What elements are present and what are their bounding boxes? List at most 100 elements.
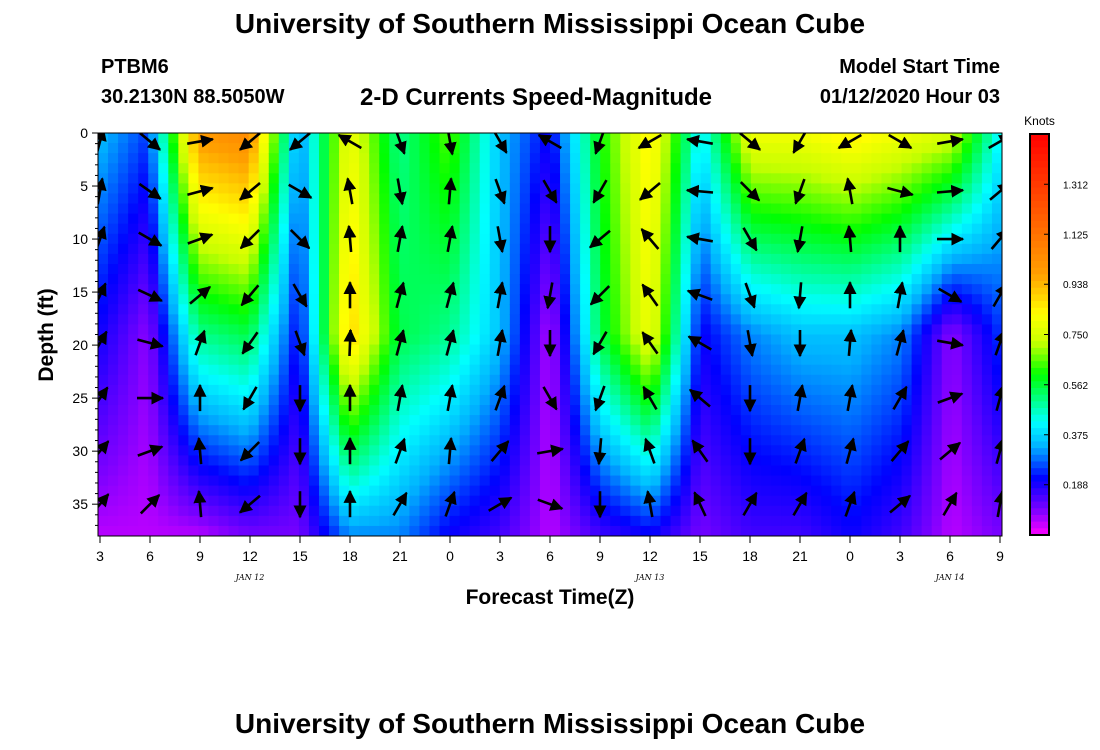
heatmap-cell — [730, 304, 742, 315]
heatmap-cell — [499, 364, 511, 376]
heatmap-cell — [821, 143, 832, 154]
heatmap-cell — [389, 143, 400, 154]
heatmap-cell — [811, 203, 822, 215]
heatmap-cell — [580, 465, 591, 477]
heatmap-cell — [459, 435, 471, 446]
heatmap-cell — [178, 364, 189, 376]
heatmap-cell — [991, 213, 1002, 225]
heatmap-cell — [138, 374, 149, 386]
current-vector — [292, 283, 308, 308]
colorbar-segment — [1030, 501, 1049, 509]
heatmap-cell — [580, 425, 591, 436]
heatmap-cell — [248, 364, 260, 376]
heatmap-cell — [770, 465, 782, 477]
heatmap-cell — [670, 435, 682, 446]
heatmap-cell — [108, 515, 119, 527]
heatmap-cell — [981, 133, 993, 144]
heatmap-cell — [248, 243, 260, 255]
heatmap-cell — [670, 284, 682, 295]
x-tick-label: 15 — [292, 548, 308, 564]
heatmap-cell — [730, 334, 742, 346]
heatmap-cell — [680, 415, 692, 426]
heatmap-cell — [389, 324, 400, 336]
heatmap-cell — [539, 263, 551, 275]
heatmap-cell — [258, 394, 270, 406]
heatmap-cell — [941, 374, 953, 386]
heatmap-cell — [931, 203, 943, 215]
heatmap-cell — [881, 203, 893, 215]
heatmap-cell — [680, 183, 692, 195]
heatmap-cell — [710, 193, 722, 205]
heatmap-cell — [961, 455, 973, 467]
heatmap-cell — [148, 284, 159, 295]
heatmap-cell — [248, 334, 260, 346]
heatmap-cell — [228, 173, 240, 184]
heatmap-cell — [921, 284, 933, 295]
heatmap-cell — [308, 364, 320, 376]
heatmap-cell — [841, 485, 852, 497]
heatmap-cell — [851, 415, 862, 426]
heatmap-cell — [429, 445, 441, 456]
colorbar-segment — [1030, 354, 1049, 362]
heatmap-cell — [560, 505, 571, 517]
current-vector — [187, 184, 214, 198]
heatmap-cell — [961, 133, 973, 144]
heatmap-cell — [519, 133, 531, 144]
current-vector — [887, 185, 914, 198]
x-tick-label: 18 — [342, 548, 358, 564]
heatmap-cell — [108, 173, 119, 184]
heatmap-cell — [580, 374, 591, 386]
heatmap-cell — [760, 213, 772, 225]
x-tick-label: 6 — [946, 548, 954, 564]
heatmap-cell — [298, 515, 310, 527]
heatmap-cell — [911, 183, 923, 195]
heatmap-cell — [961, 415, 973, 426]
heatmap-cell — [98, 425, 109, 436]
heatmap-cell — [238, 153, 250, 164]
heatmap-cell — [188, 495, 200, 507]
heatmap-cell — [238, 334, 250, 346]
heatmap-cell — [891, 425, 903, 436]
heatmap-cell — [770, 143, 782, 154]
heatmap-cell — [580, 253, 591, 265]
heatmap-cell — [680, 263, 692, 275]
heatmap-cell — [941, 455, 953, 467]
heatmap-cell — [901, 455, 913, 467]
heatmap-cell — [369, 475, 380, 487]
heatmap-cell — [700, 435, 712, 446]
heatmap-cell — [469, 253, 481, 265]
heatmap-cell — [359, 294, 370, 305]
heatmap-cell — [620, 364, 631, 376]
heatmap-cell — [690, 263, 702, 275]
heatmap-cell — [108, 334, 119, 346]
heatmap-cell — [288, 233, 300, 245]
heatmap-cell — [409, 324, 421, 336]
heatmap-cell — [660, 455, 672, 467]
colorbar-tick-label: 0.375 — [1063, 431, 1088, 442]
heatmap-cell — [881, 344, 893, 356]
heatmap-cell — [580, 143, 591, 154]
heatmap-cell — [811, 294, 822, 305]
heatmap-cell — [419, 405, 431, 416]
heatmap-cell — [479, 233, 491, 245]
heatmap-cell — [539, 354, 551, 366]
heatmap-cell — [650, 203, 662, 215]
heatmap-cell — [971, 284, 983, 295]
heatmap-cell — [158, 223, 169, 235]
heatmap-cell — [841, 193, 852, 205]
heatmap-cell — [801, 314, 812, 326]
heatmap-cell — [168, 274, 179, 285]
heatmap-cell — [238, 364, 250, 376]
heatmap-cell — [329, 223, 340, 235]
heatmap-cell — [288, 153, 300, 164]
heatmap-cell — [600, 354, 611, 366]
heatmap-cell — [861, 153, 873, 164]
heatmap-cell — [811, 485, 822, 497]
heatmap-cell — [469, 133, 481, 144]
heatmap-cell — [469, 364, 481, 376]
heatmap-cell — [580, 485, 591, 497]
heatmap-cell — [560, 394, 571, 406]
heatmap-cell — [911, 294, 923, 305]
heatmap-cell — [871, 485, 883, 497]
heatmap-cell — [399, 253, 410, 265]
